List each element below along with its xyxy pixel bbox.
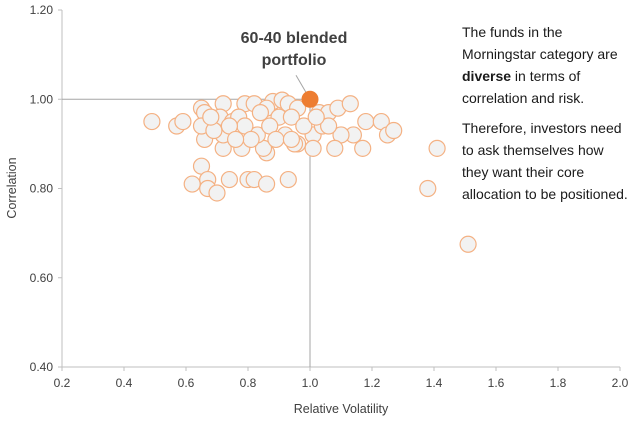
highlight-point: [301, 90, 319, 108]
annotation-bold-text: diverse: [462, 68, 512, 84]
y-axis-title: Correlation: [5, 157, 19, 218]
y-tick-label: 0.80: [30, 182, 54, 196]
annotation-text: in terms of correlation and risk.: [462, 68, 585, 106]
y-tick-label: 0.40: [30, 360, 54, 374]
axes: 0.2 0.4 0.6 0.8 1.0 1.2 1.4 1.6 1.8 2.0 0.40 0.60 0.…: [30, 3, 629, 390]
x-tick-label: 2.0: [612, 376, 629, 390]
x-tick-label: 1.0: [302, 376, 319, 390]
data-point: [143, 112, 161, 131]
data-point: [282, 130, 300, 149]
data-point: [242, 130, 260, 149]
data-point: [258, 175, 276, 193]
x-tick-label: 0.4: [116, 376, 133, 390]
data-point: [227, 130, 245, 149]
data-point: [385, 121, 403, 140]
data-points: [143, 91, 477, 253]
y-tick-label: 1.20: [30, 3, 54, 17]
data-point: [354, 139, 372, 157]
data-point: [220, 170, 238, 189]
annotation-text: The funds in the Morningstar category ar…: [462, 24, 618, 62]
data-point: [341, 95, 359, 113]
x-tick-label: 0.2: [54, 376, 71, 390]
y-tick-label: 1.00: [30, 92, 54, 106]
x-axis-title: Relative Volatility: [294, 402, 389, 416]
x-tick-label: 0.8: [240, 376, 257, 390]
data-point: [202, 108, 220, 126]
highlight-point-group: [301, 90, 319, 108]
data-point: [428, 139, 446, 157]
data-point: [174, 112, 192, 131]
data-point: [282, 108, 300, 126]
x-tick-label: 1.8: [550, 376, 567, 390]
data-point: [251, 104, 269, 122]
data-point: [307, 108, 325, 126]
highlight-label-line-2: portfolio: [261, 52, 327, 69]
data-point: [304, 139, 322, 157]
data-point: [267, 130, 285, 149]
data-point: [279, 170, 297, 189]
x-tick-label: 0.6: [178, 376, 195, 390]
annotation-paragraph-2: Therefore, investors need to ask themsel…: [462, 120, 628, 202]
x-tick-label: 1.4: [426, 376, 443, 390]
data-point: [459, 235, 477, 253]
data-point: [183, 175, 201, 193]
x-tick-label: 1.6: [488, 376, 505, 390]
data-point: [295, 117, 313, 135]
highlight-label: 60-40 blended portfolio: [224, 28, 364, 72]
annotation-paragraph-1: The funds in the Morningstar category ar…: [462, 21, 632, 109]
data-point: [419, 179, 437, 198]
data-point: [208, 184, 226, 202]
y-tick-label: 0.60: [30, 271, 54, 285]
data-point: [320, 117, 338, 135]
data-point: [326, 139, 344, 157]
x-tick-label: 1.2: [364, 376, 381, 390]
highlight-label-line-1: 60-40 blended: [240, 30, 348, 47]
data-point: [357, 112, 375, 131]
